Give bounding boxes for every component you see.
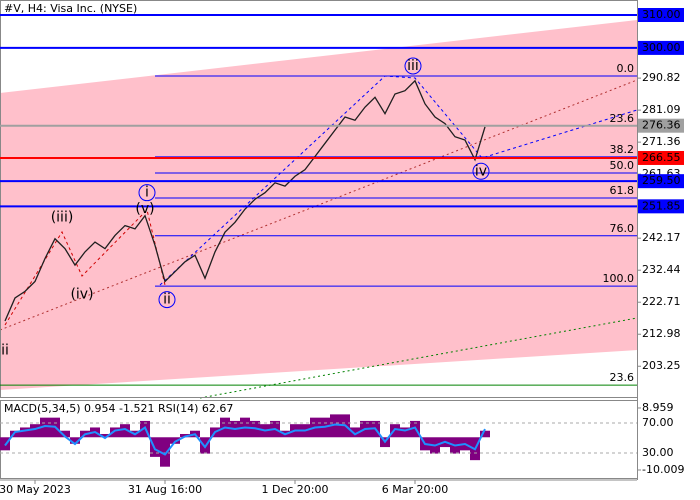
fibo-label: 76.0 <box>610 222 635 235</box>
macd-bar <box>10 430 20 438</box>
macd-bar <box>70 437 80 444</box>
y-tick-label: 271.36 <box>642 135 681 148</box>
macd-bar <box>120 424 130 438</box>
x-tick-label: 30 May 2023 <box>0 483 71 496</box>
rsi-line <box>4 423 486 456</box>
x-tick-label: 1 Dec 20:00 <box>262 483 329 496</box>
wave-circle <box>158 291 176 309</box>
macd-bar <box>480 430 490 438</box>
wave-label: ii <box>1 343 9 359</box>
y-tick-label: 232.44 <box>642 263 681 276</box>
fibo-label: 23.6 <box>610 371 635 384</box>
y-tick-label: -10.009 <box>642 463 684 476</box>
chart-title: #V, H4: Visa Inc. (NYSE) <box>4 2 137 15</box>
y-tick-label: 290.82 <box>642 71 681 84</box>
level-label: 259.50 <box>642 174 681 187</box>
wave-label: (v) <box>135 201 154 217</box>
wave-label: (iii) <box>51 209 74 225</box>
level-box <box>638 8 684 23</box>
macd-bar <box>40 417 50 438</box>
indicator-label: MACD(5,34,5) 0.954 -1.521 RSI(14) 62.67 <box>4 402 233 415</box>
level-label: 266.55 <box>642 151 681 164</box>
wave-label: iv <box>475 163 487 179</box>
price-line <box>4 79 486 322</box>
level-label: 276.36 <box>642 119 681 132</box>
macd-bar <box>0 437 10 451</box>
level-box <box>638 199 684 214</box>
fibo-label: 50.0 <box>610 159 635 172</box>
level-label: 300.00 <box>642 41 681 54</box>
fibo-label: 0.0 <box>617 62 635 75</box>
fibo-label: 23.6 <box>610 112 635 125</box>
level-box <box>638 150 684 165</box>
fibo-label: 100.0 <box>603 272 635 285</box>
level-box <box>638 174 684 189</box>
y-tick-label: 30.00 <box>642 446 674 459</box>
fibo-label: 38.2 <box>610 143 635 156</box>
wave-label: ii <box>163 292 171 308</box>
y-tick-label: 281.09 <box>642 103 681 116</box>
macd-bar <box>350 427 360 438</box>
trend-line <box>199 317 638 399</box>
macd-bar <box>160 437 170 467</box>
wave-label: i <box>145 185 149 201</box>
wave-label: (iv) <box>70 287 93 303</box>
level-label: 251.85 <box>642 199 681 212</box>
level-label: 310.00 <box>642 8 681 21</box>
level-box <box>638 118 684 133</box>
y-tick-label: 203.25 <box>642 359 681 372</box>
fibo-label: 61.8 <box>610 184 635 197</box>
x-tick-label: 31 Aug 16:00 <box>128 483 202 496</box>
macd-bar <box>390 424 400 438</box>
wave-label: iii <box>407 58 419 74</box>
level-box <box>638 40 684 55</box>
macd-bar <box>110 427 120 438</box>
y-tick-label: 242.17 <box>642 231 681 244</box>
wave-circle <box>138 184 156 202</box>
macd-bar <box>100 433 110 438</box>
y-tick-label: 8.959 <box>642 401 674 414</box>
wave-circle <box>472 162 490 180</box>
y-tick-label: 212.98 <box>642 327 681 340</box>
macd-bar <box>30 424 40 438</box>
macd-bar <box>400 427 410 438</box>
macd-bar <box>170 437 180 444</box>
macd-bar <box>60 430 70 438</box>
macd-bar <box>20 427 30 438</box>
macd-bar <box>330 414 340 438</box>
trend-line <box>0 79 638 331</box>
x-tick-label: 6 Mar 20:00 <box>382 483 448 496</box>
y-tick-label: 70.00 <box>642 416 674 429</box>
wave-lines <box>159 75 638 286</box>
wave-circle <box>404 57 422 75</box>
y-tick-label: 222.71 <box>642 295 681 308</box>
